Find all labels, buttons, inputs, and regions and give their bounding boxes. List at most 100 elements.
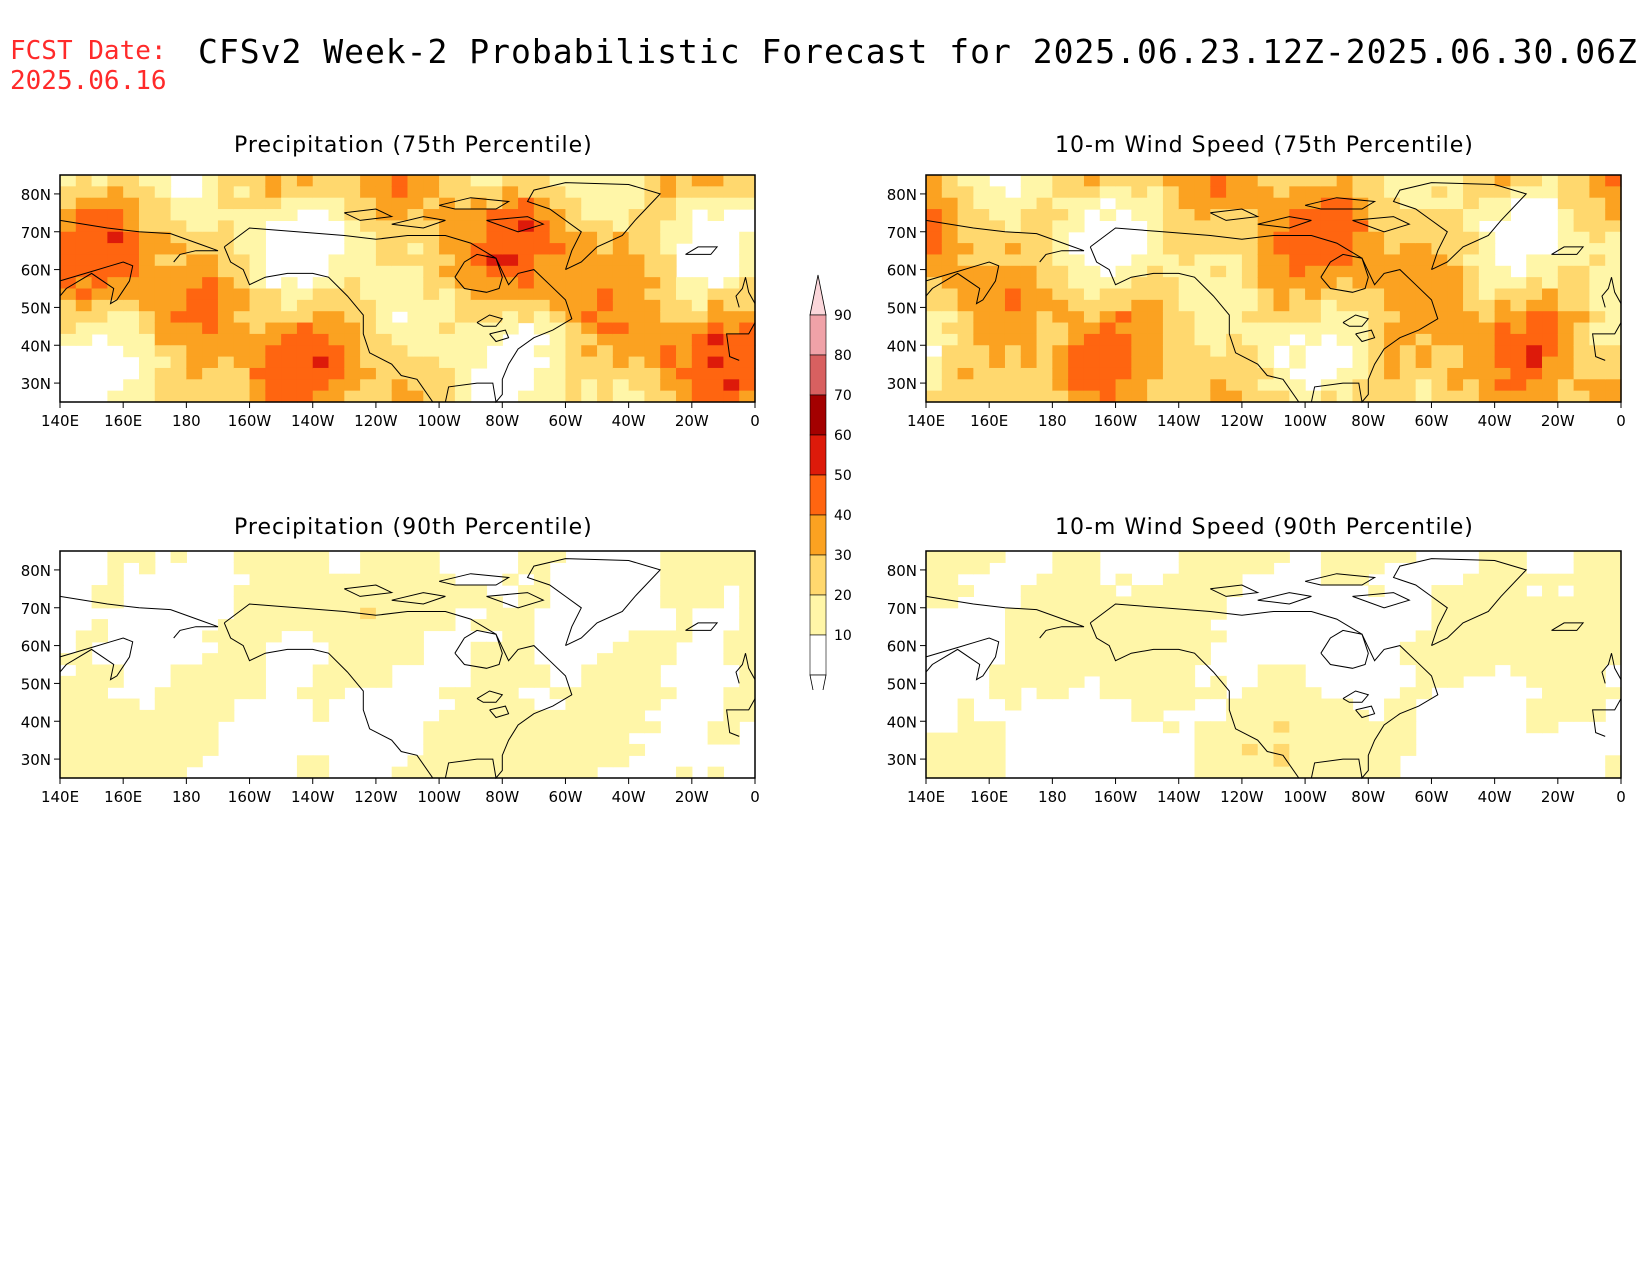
shade-cell (1162, 345, 1180, 358)
shade-cell (1241, 175, 1259, 187)
shade-cell (1068, 596, 1085, 609)
shade-cell (138, 732, 156, 745)
shade-cell (597, 209, 614, 221)
shade-cell (1273, 277, 1290, 290)
shade-cell (91, 322, 108, 335)
shade-cell (1162, 573, 1180, 586)
shade-cell (470, 596, 488, 609)
shade-cell (565, 721, 582, 734)
shade-cell (344, 653, 361, 666)
shade-cell (1463, 197, 1480, 210)
shade-cell (344, 664, 361, 677)
shade-cell (1557, 687, 1575, 700)
shade-cell (502, 755, 519, 768)
shade-cell (1589, 322, 1606, 335)
lat-tick-label: 60N (887, 262, 917, 280)
shade-cell (676, 356, 693, 369)
shade-cell (533, 322, 551, 335)
shade-cell (1052, 186, 1069, 199)
shade-cell (360, 653, 377, 666)
shade-cell (423, 743, 440, 756)
shade-cell (1226, 732, 1243, 745)
shade-cell (660, 197, 677, 210)
shade-cell (1305, 755, 1322, 768)
shade-cell (612, 356, 630, 369)
shade-cell (1589, 709, 1606, 722)
shade-cell (1352, 743, 1369, 756)
shade-cell (312, 277, 330, 290)
shade-cell (60, 220, 77, 233)
shade-cell (1068, 551, 1085, 563)
shade-cell (1384, 698, 1401, 711)
shade-cell (723, 345, 740, 358)
shade-cell (549, 231, 567, 244)
shade-cell (1068, 186, 1085, 199)
shade-cell (1052, 551, 1069, 563)
shade-cell (723, 732, 740, 745)
shade-cell (518, 209, 535, 221)
shade-cell (644, 186, 661, 199)
shade-cell (1289, 379, 1306, 392)
shade-cell (486, 675, 503, 688)
shade-cell (360, 299, 377, 312)
shade-cell (170, 231, 187, 244)
shade-cell (375, 175, 393, 187)
shade-cell (217, 653, 235, 666)
lon-tick-label: 40W (612, 412, 646, 430)
shade-cell (597, 322, 614, 335)
lon-tick-label: 0 (1616, 788, 1626, 806)
shade-cell (470, 345, 488, 358)
shade-cell (1510, 333, 1527, 346)
shade-cell (1099, 288, 1117, 301)
shade-cell (60, 743, 77, 756)
shade-cell (60, 288, 77, 301)
shade-cell (375, 653, 393, 666)
shade-cell (1557, 709, 1575, 722)
shade-cell (454, 698, 472, 711)
shade-cell (454, 732, 472, 745)
shade-cell (1478, 653, 1496, 666)
shade-cell (565, 709, 582, 722)
shade-cell (217, 231, 235, 244)
shade-cell (676, 175, 693, 187)
shade-cell (1131, 698, 1148, 711)
shade-cell (360, 311, 377, 324)
shade-cell (249, 220, 266, 233)
shade-cell (1257, 562, 1275, 575)
shade-cell (518, 311, 535, 324)
main-title: CFSv2 Week-2 Probabilistic Forecast for … (198, 32, 1638, 71)
shade-cell (1526, 186, 1543, 199)
shade-cell (1320, 265, 1338, 278)
coastline (925, 219, 1085, 263)
shade-cell (644, 379, 661, 392)
shade-cell (1257, 732, 1275, 745)
shade-cell (1131, 675, 1148, 688)
shade-cell (660, 562, 677, 575)
shade-cell (926, 367, 943, 380)
shade-cell (1478, 197, 1496, 210)
shade-cell (1352, 220, 1369, 233)
shade-cell (1004, 687, 1022, 700)
shade-cell (612, 197, 630, 210)
shade-cell (407, 322, 424, 335)
shade-cell (549, 322, 567, 335)
plot-frame (59, 174, 756, 403)
shade-cell (91, 585, 108, 597)
shade-cell (360, 596, 377, 609)
shade-cell (1399, 333, 1417, 346)
shade-cell (691, 299, 709, 312)
shade-cell (217, 186, 235, 199)
shade-cell (391, 390, 409, 403)
shade-cell (518, 664, 535, 677)
shade-cell (1131, 209, 1148, 221)
shade-cell (739, 653, 756, 666)
shade-cell (533, 664, 551, 677)
shade-cell (1052, 254, 1069, 267)
shade-cell (1573, 607, 1591, 620)
shade-cell (723, 573, 740, 586)
shade-cell (723, 721, 740, 734)
shade-cell (138, 755, 156, 768)
shade-cell (1573, 209, 1591, 221)
shade-cell (1068, 653, 1085, 666)
shade-cell (1305, 220, 1322, 233)
